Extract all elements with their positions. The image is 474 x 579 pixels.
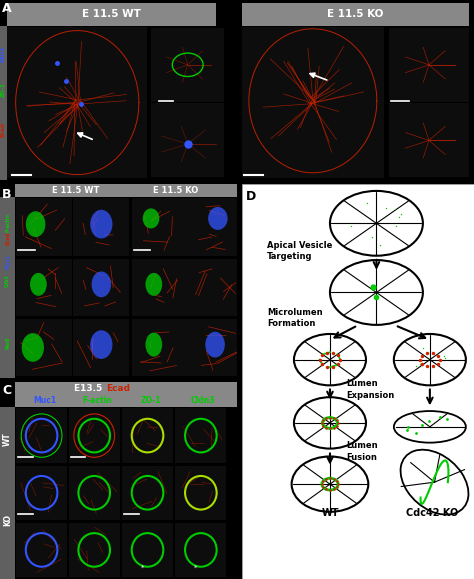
Text: Cldn3: Cldn3 [191, 396, 215, 405]
Text: Microlumen
Formation: Microlumen Formation [267, 308, 323, 328]
FancyBboxPatch shape [132, 319, 187, 376]
FancyBboxPatch shape [73, 199, 129, 256]
Text: ZO-1: ZO-1 [140, 396, 161, 405]
Text: Par6: Par6 [5, 337, 10, 349]
Text: E13.5: E13.5 [74, 384, 106, 393]
Ellipse shape [30, 273, 47, 296]
FancyBboxPatch shape [16, 259, 72, 316]
Text: ZO-1: ZO-1 [1, 83, 6, 97]
FancyBboxPatch shape [15, 395, 237, 406]
Ellipse shape [91, 272, 111, 297]
FancyBboxPatch shape [69, 466, 119, 520]
Ellipse shape [292, 456, 368, 512]
Text: Cdc42 KO: Cdc42 KO [406, 508, 458, 518]
FancyBboxPatch shape [15, 184, 237, 197]
FancyBboxPatch shape [69, 523, 119, 577]
Ellipse shape [205, 332, 225, 357]
FancyBboxPatch shape [0, 197, 15, 378]
FancyBboxPatch shape [16, 409, 67, 463]
FancyBboxPatch shape [7, 27, 147, 178]
Text: F-actin: F-actin [82, 396, 112, 405]
Ellipse shape [26, 211, 46, 237]
FancyBboxPatch shape [73, 259, 129, 316]
FancyBboxPatch shape [242, 27, 384, 178]
FancyBboxPatch shape [16, 199, 72, 256]
FancyBboxPatch shape [389, 104, 469, 177]
Text: Lumen
Expansion: Lumen Expansion [346, 379, 394, 400]
FancyBboxPatch shape [15, 382, 237, 395]
Ellipse shape [330, 260, 423, 325]
FancyBboxPatch shape [16, 319, 72, 376]
Ellipse shape [294, 334, 366, 386]
Text: Ecad: Ecad [1, 122, 6, 137]
Text: Crb3: Crb3 [5, 274, 10, 287]
FancyBboxPatch shape [151, 104, 224, 177]
Text: E 11.5 KO: E 11.5 KO [328, 9, 383, 20]
Ellipse shape [90, 330, 112, 359]
Text: Ecad: Ecad [107, 384, 130, 393]
FancyBboxPatch shape [187, 259, 243, 316]
FancyBboxPatch shape [242, 184, 474, 579]
Text: E 11.5 WT: E 11.5 WT [52, 186, 100, 195]
FancyBboxPatch shape [132, 199, 187, 256]
Text: D: D [246, 190, 256, 203]
Text: Ecad: Ecad [5, 232, 10, 245]
FancyBboxPatch shape [122, 409, 173, 463]
Text: Apical Vesicle
Targeting: Apical Vesicle Targeting [267, 241, 333, 261]
Text: B: B [2, 188, 12, 201]
FancyBboxPatch shape [187, 319, 243, 376]
FancyBboxPatch shape [0, 26, 7, 180]
FancyBboxPatch shape [73, 319, 129, 376]
Text: Muc1: Muc1 [1, 46, 6, 62]
FancyBboxPatch shape [0, 406, 15, 579]
FancyBboxPatch shape [122, 523, 173, 577]
Text: C: C [2, 384, 11, 397]
Text: *: * [141, 565, 144, 571]
FancyBboxPatch shape [175, 409, 226, 463]
Ellipse shape [90, 210, 112, 239]
Text: Muc1: Muc1 [34, 396, 56, 405]
Ellipse shape [394, 334, 466, 386]
Ellipse shape [143, 208, 159, 229]
FancyBboxPatch shape [69, 409, 119, 463]
FancyBboxPatch shape [16, 523, 67, 577]
Text: *: * [194, 565, 198, 571]
FancyBboxPatch shape [151, 28, 224, 102]
Ellipse shape [146, 273, 162, 296]
Text: Muc1: Muc1 [5, 254, 10, 269]
Ellipse shape [401, 450, 468, 515]
Ellipse shape [208, 207, 228, 230]
Ellipse shape [330, 191, 423, 256]
Text: WT: WT [3, 432, 12, 446]
Text: KO: KO [3, 514, 12, 526]
FancyBboxPatch shape [175, 523, 226, 577]
FancyBboxPatch shape [16, 466, 67, 520]
Ellipse shape [22, 333, 44, 362]
Text: F-actin: F-actin [5, 213, 10, 232]
FancyBboxPatch shape [7, 3, 216, 26]
Text: E 11.5 KO: E 11.5 KO [153, 186, 198, 195]
FancyBboxPatch shape [242, 3, 469, 26]
Ellipse shape [294, 397, 366, 449]
Text: E 11.5 WT: E 11.5 WT [82, 9, 141, 20]
FancyBboxPatch shape [389, 28, 469, 102]
FancyBboxPatch shape [132, 259, 187, 316]
FancyBboxPatch shape [122, 466, 173, 520]
Text: A: A [2, 2, 12, 15]
Text: WT: WT [321, 508, 339, 518]
Ellipse shape [394, 411, 466, 443]
FancyBboxPatch shape [175, 466, 226, 520]
Text: Lumen
Fusion: Lumen Fusion [346, 441, 378, 461]
Ellipse shape [146, 332, 162, 357]
FancyBboxPatch shape [187, 199, 243, 256]
